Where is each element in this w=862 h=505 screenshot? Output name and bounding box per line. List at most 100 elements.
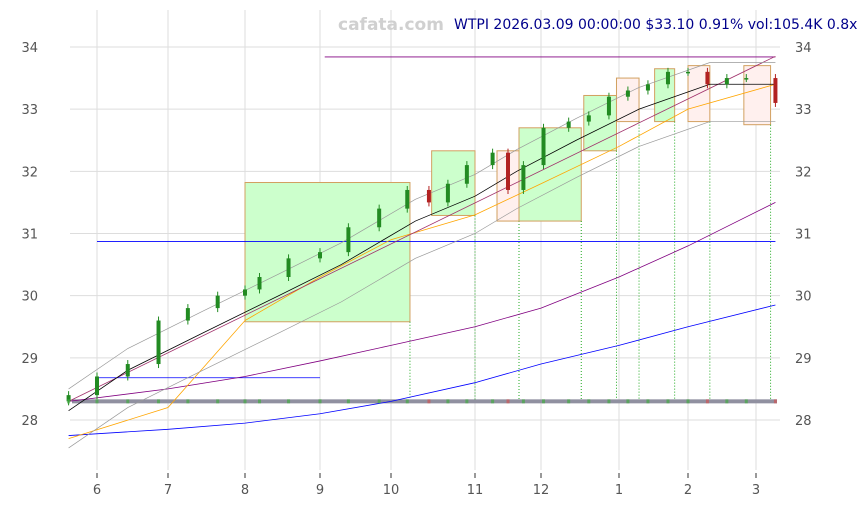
- x-tick-label: 3: [752, 483, 760, 498]
- lower-band-line: [68, 121, 776, 449]
- candle-body: [541, 127, 546, 166]
- volume-bar: [157, 399, 161, 404]
- y-tick-label-left: 33: [21, 103, 38, 118]
- volume-bar: [666, 399, 670, 404]
- y-tick-label-left: 30: [21, 290, 38, 305]
- ma-orange-line: [68, 83, 776, 440]
- volume-bar: [465, 399, 469, 404]
- chart-title: WTPI 2026.03.09 00:00:00 $33.10 0.91% vo…: [454, 17, 858, 33]
- x-tick-label: 1: [615, 483, 623, 498]
- y-tick-label-left: 34: [21, 41, 38, 56]
- range-box: [244, 182, 411, 323]
- y-tick-label-right: 31: [795, 227, 812, 242]
- y-tick-label-left: 29: [21, 352, 38, 367]
- volume-bar: [506, 399, 510, 404]
- candle-body: [346, 227, 351, 253]
- x-tick-label: 7: [164, 483, 172, 498]
- candle-body: [66, 395, 71, 402]
- volume-bar: [405, 399, 409, 404]
- candle-body: [95, 376, 99, 396]
- candle-body: [185, 308, 190, 321]
- x-tick-label: 11: [467, 483, 484, 498]
- y-tick-label-left: 32: [21, 165, 38, 180]
- candle-body: [705, 71, 710, 85]
- candle-body: [426, 189, 431, 203]
- volume-bar: [95, 399, 99, 404]
- volume-bar: [491, 399, 495, 404]
- candle-body: [625, 90, 630, 97]
- volume-bar: [126, 399, 130, 404]
- candle-body: [405, 189, 410, 209]
- volume-bar: [216, 399, 220, 404]
- candle-body: [215, 295, 220, 309]
- ma-blue-line: [68, 304, 776, 436]
- watermark: cafata.com: [338, 15, 444, 35]
- volume-bar: [377, 399, 381, 404]
- candle-body: [445, 183, 450, 203]
- y-tick-label-right: 32: [795, 165, 812, 180]
- volume-bar: [186, 399, 190, 404]
- volume-bar: [258, 399, 262, 404]
- volume-bar: [744, 399, 748, 404]
- volume-bar: [567, 399, 571, 404]
- y-tick-label-left: 28: [21, 414, 38, 429]
- range-box: [518, 127, 582, 222]
- volume-bar: [646, 399, 650, 404]
- candle-body: [318, 252, 322, 259]
- volume-bar: [446, 399, 450, 404]
- x-tick-label: 9: [316, 483, 324, 498]
- volume-bar: [318, 399, 322, 404]
- candle-body: [243, 289, 247, 296]
- x-tick-label: 8: [241, 483, 249, 498]
- y-tick-label-right: 30: [795, 290, 812, 305]
- volume-bar: [287, 399, 291, 404]
- candle-body: [665, 71, 670, 85]
- x-tick-label: 10: [383, 483, 400, 498]
- volume-band: [72, 399, 777, 404]
- range-box: [743, 65, 772, 126]
- candle-body: [490, 152, 495, 166]
- y-tick-label-left: 31: [21, 227, 38, 242]
- volume-bar: [705, 399, 709, 404]
- volume-bar: [626, 399, 630, 404]
- candle-body: [464, 165, 469, 184]
- y-tick-label-right: 29: [795, 352, 812, 367]
- y-tick-label-right: 34: [795, 41, 812, 56]
- volume-bar: [521, 399, 525, 404]
- volume-bar: [542, 399, 546, 404]
- candle-body: [586, 115, 591, 122]
- candle-body: [773, 78, 778, 103]
- ma-purple-line: [68, 202, 776, 402]
- candle-body: [606, 96, 611, 116]
- candle-body: [686, 71, 690, 74]
- upper-band-line: [68, 62, 776, 390]
- x-tick-label: 12: [533, 483, 550, 498]
- ma-short-line: [68, 83, 776, 412]
- volume-bar: [773, 399, 777, 404]
- volume-bar: [607, 399, 611, 404]
- volume-bar: [67, 399, 71, 404]
- candle-body: [744, 78, 749, 80]
- y-tick-label-right: 28: [795, 414, 812, 429]
- candle-body: [521, 165, 526, 190]
- candle-body: [156, 320, 161, 365]
- trend-line: [68, 55, 776, 402]
- candle-body: [645, 84, 650, 91]
- candle-body: [125, 364, 130, 377]
- volume-bar: [587, 399, 591, 404]
- candle-body: [257, 277, 262, 290]
- candle-body: [566, 121, 571, 128]
- candle-body: [286, 258, 291, 278]
- x-tick-label: 6: [93, 483, 101, 498]
- volume-bar: [346, 399, 350, 404]
- candle-body: [377, 208, 382, 228]
- candle-body: [506, 152, 510, 190]
- candle-body: [724, 78, 729, 85]
- y-tick-label-right: 33: [795, 103, 812, 118]
- volume-bar: [243, 399, 247, 404]
- volume-bar: [686, 399, 690, 404]
- volume-bar: [725, 399, 729, 404]
- volume-bar: [427, 399, 431, 404]
